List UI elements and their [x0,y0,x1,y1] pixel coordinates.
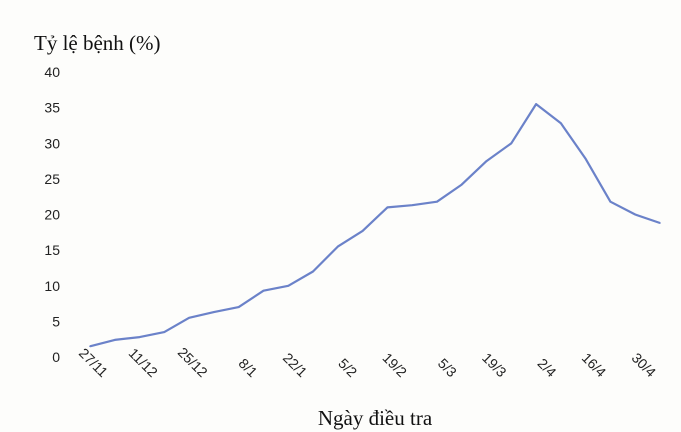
y-tick-label: 25 [44,171,60,187]
data-point [436,200,438,203]
y-tick-label: 30 [44,135,60,151]
data-point [337,245,339,248]
x-tick-label: 19/3 [479,350,510,381]
data-point [609,200,612,203]
data-point [361,230,364,232]
data-point [386,206,389,209]
y-axis-label: Tỷ lệ bệnh (%) [34,31,161,55]
x-tick-label: 2/4 [534,355,559,380]
x-tick-label: 27/11 [76,345,112,381]
y-tick-label: 0 [52,349,60,365]
data-point [485,160,488,162]
x-tick-label: 22/1 [280,350,311,381]
data-point [237,306,240,308]
x-axis-ticks: 27/11 11/12 25/12 8/1 22/1 5/2 19/2 5/3 19/3 2/4 1… [76,344,660,380]
data-point [114,339,116,341]
y-tick-label: 20 [44,207,60,223]
data-point [163,331,166,333]
x-tick-label: 19/2 [380,350,411,381]
y-tick-label: 35 [44,100,60,116]
x-tick-label: 8/1 [236,355,261,380]
y-axis-ticks: 0 5 10 15 20 25 30 35 40 [44,64,60,365]
series-group [89,102,661,348]
y-tick-label: 10 [44,278,60,294]
series-line [89,102,661,348]
x-tick-label: 5/2 [335,355,360,380]
data-point [188,317,190,319]
data-point [510,142,513,145]
data-point [312,270,314,273]
data-point [460,183,463,186]
data-point [287,285,290,287]
data-point [213,311,215,313]
y-tick-label: 15 [44,242,60,258]
data-point [535,103,537,105]
data-point [138,336,141,338]
x-tick-label: 11/12 [126,345,162,381]
data-point [659,222,661,224]
y-tick-label: 5 [52,313,60,329]
data-point [89,345,91,348]
data-point [584,158,587,160]
data-point [411,204,414,206]
x-axis-label: Ngày điều tra [318,406,433,430]
data-point [262,289,265,292]
x-tick-label: 25/12 [175,344,211,380]
x-tick-label: 5/3 [435,355,460,380]
x-tick-label: 30/4 [629,350,660,381]
x-tick-label: 16/4 [579,350,610,381]
y-tick-label: 40 [44,64,60,80]
data-point [634,213,636,216]
data-point [560,122,562,125]
